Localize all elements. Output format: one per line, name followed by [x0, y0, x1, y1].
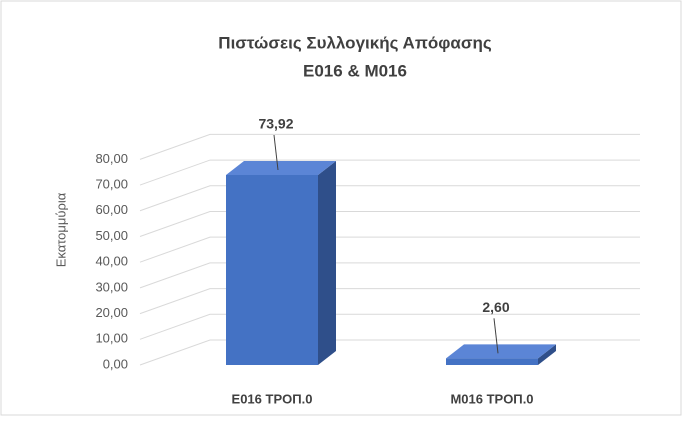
bar-face [318, 161, 336, 365]
grid-line [139, 313, 640, 340]
y-axis-label: Εκατομμύρια [53, 192, 68, 267]
x-tick-label: Ε016 ΤΡΟΠ.0 [232, 391, 313, 406]
bar [226, 161, 336, 365]
bar-face [538, 344, 556, 365]
chart-subtitle: Ε016 & Μ016 [303, 61, 407, 80]
y-tick-label: 50,00 [95, 228, 128, 243]
y-tick-label: 20,00 [95, 305, 128, 320]
grid-line [139, 185, 640, 212]
grid-line [139, 262, 640, 289]
y-tick-label: 80,00 [95, 151, 128, 166]
leader-line [493, 318, 499, 354]
bar-face [446, 358, 538, 365]
value-label: 2,60 [482, 299, 509, 315]
y-tick-label: 30,00 [95, 279, 128, 294]
y-tick-label: 0,00 [103, 356, 128, 371]
y-tick-label: 60,00 [95, 202, 128, 217]
y-tick-label: 40,00 [95, 254, 128, 269]
leader-line [273, 134, 279, 171]
grid-line [139, 133, 640, 160]
y-tick-label: 70,00 [95, 177, 128, 192]
bar-face [226, 161, 336, 175]
bar [446, 344, 556, 365]
chart-title: Πιστώσεις Συλλογικής Απόφασης [218, 33, 492, 52]
grid-line [139, 159, 640, 186]
x-tick-label: Μ016 ΤΡΟΠ.0 [450, 391, 533, 406]
grid-line [139, 210, 640, 237]
grid-line [139, 236, 640, 263]
bar-face [226, 175, 318, 365]
y-tick-label: 10,00 [95, 331, 128, 346]
bar-face [446, 344, 556, 359]
value-label: 73,92 [258, 116, 293, 132]
grid-line [139, 288, 640, 315]
